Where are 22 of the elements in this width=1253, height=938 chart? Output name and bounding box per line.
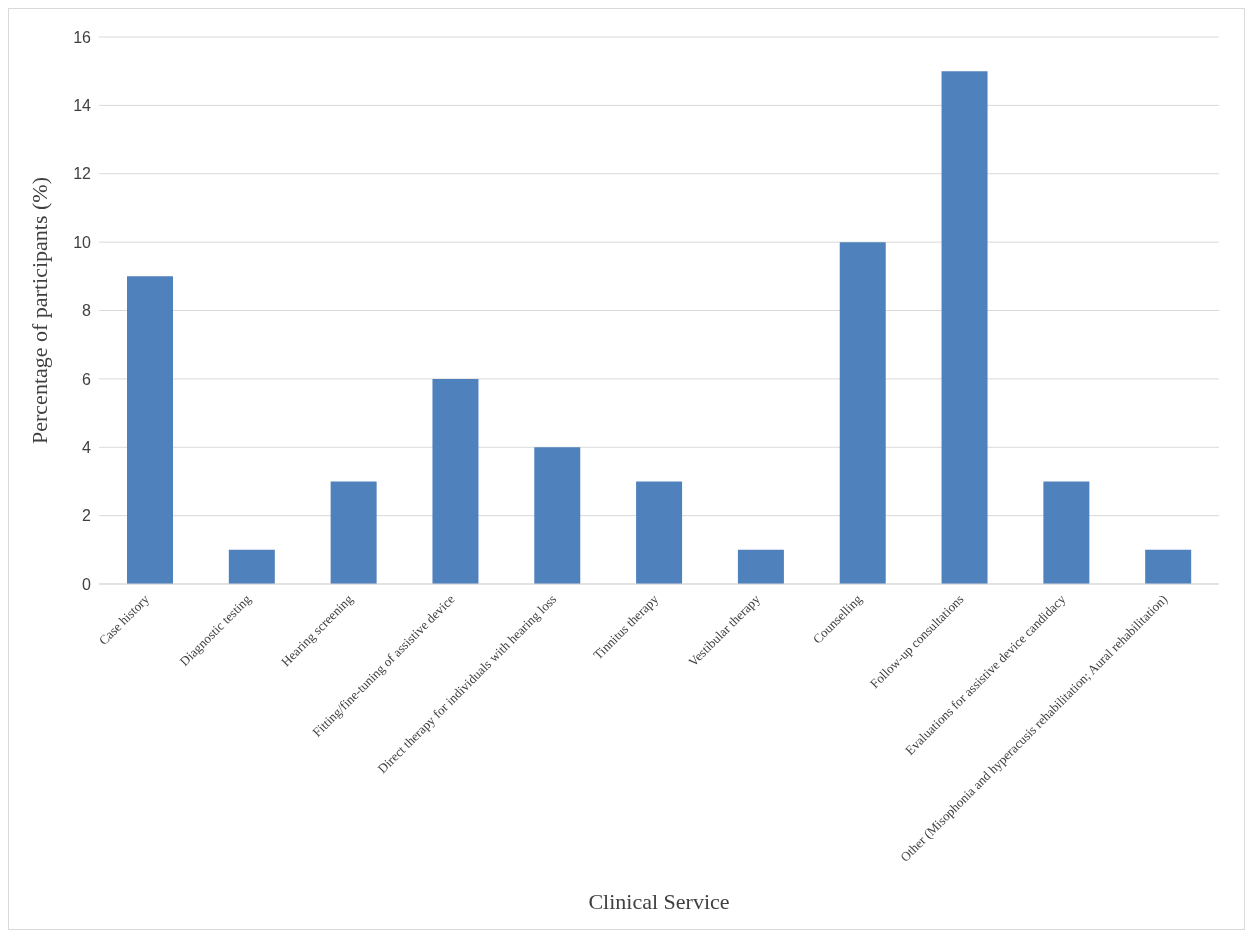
bar bbox=[636, 481, 683, 584]
y-tick-label: 10 bbox=[73, 233, 92, 251]
y-tick-label: 6 bbox=[82, 370, 92, 388]
bar bbox=[534, 447, 581, 584]
bar bbox=[1043, 481, 1090, 584]
y-tick-label: 2 bbox=[82, 507, 92, 525]
y-tick-label: 14 bbox=[73, 97, 92, 115]
y-tick-label: 0 bbox=[82, 575, 92, 593]
bar bbox=[737, 549, 784, 584]
bar bbox=[432, 378, 479, 584]
y-axis-title: Percentage of participants (%) bbox=[26, 177, 52, 444]
bar bbox=[330, 481, 377, 584]
y-tick-label: 4 bbox=[82, 438, 92, 456]
x-axis-title: Clinical Service bbox=[588, 889, 730, 914]
bar bbox=[1145, 549, 1192, 584]
bar bbox=[839, 242, 886, 584]
y-tick-label: 16 bbox=[73, 28, 92, 46]
bar bbox=[228, 549, 275, 584]
y-tick-label: 12 bbox=[73, 165, 92, 183]
y-tick-label: 8 bbox=[82, 302, 92, 320]
bar bbox=[941, 71, 988, 584]
bar bbox=[127, 276, 173, 584]
